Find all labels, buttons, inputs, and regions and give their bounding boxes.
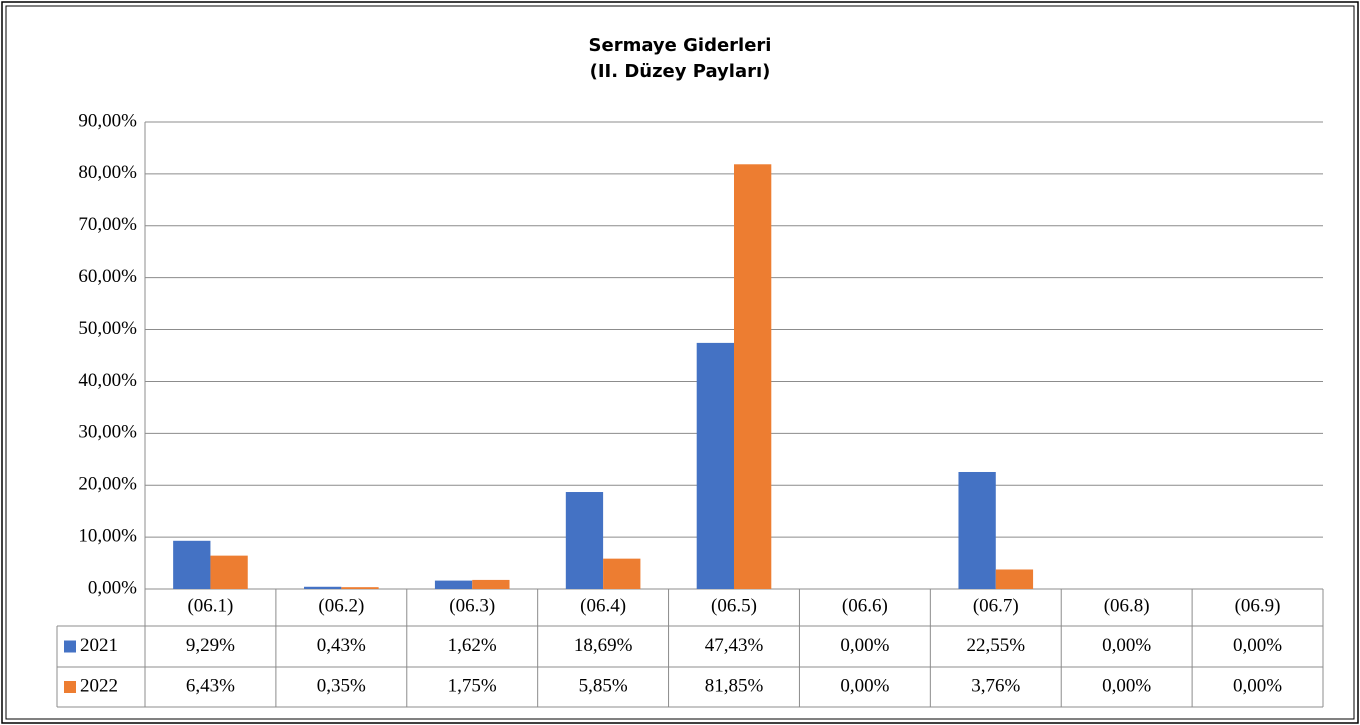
data-label: 1,75% xyxy=(448,675,497,696)
bar xyxy=(958,471,996,589)
bar xyxy=(341,587,379,589)
data-label: 0,00% xyxy=(1102,635,1151,656)
y-tick-label: 60,00% xyxy=(78,266,137,287)
bar xyxy=(173,540,211,589)
chart-title: Sermaye Giderleri xyxy=(589,35,772,56)
y-tick-label: 30,00% xyxy=(78,422,137,443)
bar xyxy=(603,558,641,589)
data-label: 0,00% xyxy=(1102,675,1151,696)
bar xyxy=(472,579,510,589)
x-tick-label: (06.5) xyxy=(711,595,757,616)
data-label: 0,00% xyxy=(840,675,889,696)
bar xyxy=(210,555,248,589)
data-label: 0,00% xyxy=(1233,675,1282,696)
data-label: 6,43% xyxy=(186,675,235,696)
bar xyxy=(696,342,734,589)
data-label: 47,43% xyxy=(705,635,764,656)
data-label: 9,29% xyxy=(186,635,235,656)
y-tick-label: 0,00% xyxy=(88,577,137,598)
data-label: 5,85% xyxy=(579,675,628,696)
inner-border xyxy=(5,5,1355,720)
y-tick-label: 90,00% xyxy=(78,110,137,131)
bar xyxy=(434,580,473,589)
bar xyxy=(995,569,1034,589)
y-tick-label: 70,00% xyxy=(78,214,137,235)
bar xyxy=(734,164,772,590)
data-label: 0,35% xyxy=(317,675,366,696)
data-label: 0,00% xyxy=(1233,635,1282,656)
data-label: 3,76% xyxy=(971,675,1020,696)
legend-key xyxy=(64,681,76,693)
data-label: 22,55% xyxy=(966,635,1025,656)
x-tick-label: (06.3) xyxy=(449,595,495,616)
x-tick-label: (06.1) xyxy=(187,595,233,616)
legend-label: 2022 xyxy=(80,675,118,696)
data-label: 0,00% xyxy=(840,635,889,656)
y-tick-label: 20,00% xyxy=(78,474,137,495)
legend-key xyxy=(64,640,76,653)
legend-label: 2021 xyxy=(80,635,118,656)
y-tick-label: 40,00% xyxy=(78,370,137,391)
x-tick-label: (06.7) xyxy=(973,595,1019,616)
data-label: 0,43% xyxy=(317,635,366,656)
y-tick-label: 50,00% xyxy=(78,318,137,339)
x-tick-label: (06.9) xyxy=(1235,595,1281,616)
y-tick-label: 80,00% xyxy=(78,162,137,183)
bar xyxy=(565,492,604,589)
x-tick-label: (06.2) xyxy=(318,595,364,616)
chart-subtitle: (II. Düzey Payları) xyxy=(590,61,771,82)
y-tick-label: 10,00% xyxy=(78,525,137,546)
x-tick-label: (06.4) xyxy=(580,595,626,616)
data-label: 81,85% xyxy=(705,675,764,696)
x-tick-label: (06.6) xyxy=(842,595,888,616)
data-label: 18,69% xyxy=(574,635,633,656)
x-tick-label: (06.8) xyxy=(1104,595,1150,616)
bar xyxy=(304,586,342,589)
data-label: 1,62% xyxy=(448,635,497,656)
